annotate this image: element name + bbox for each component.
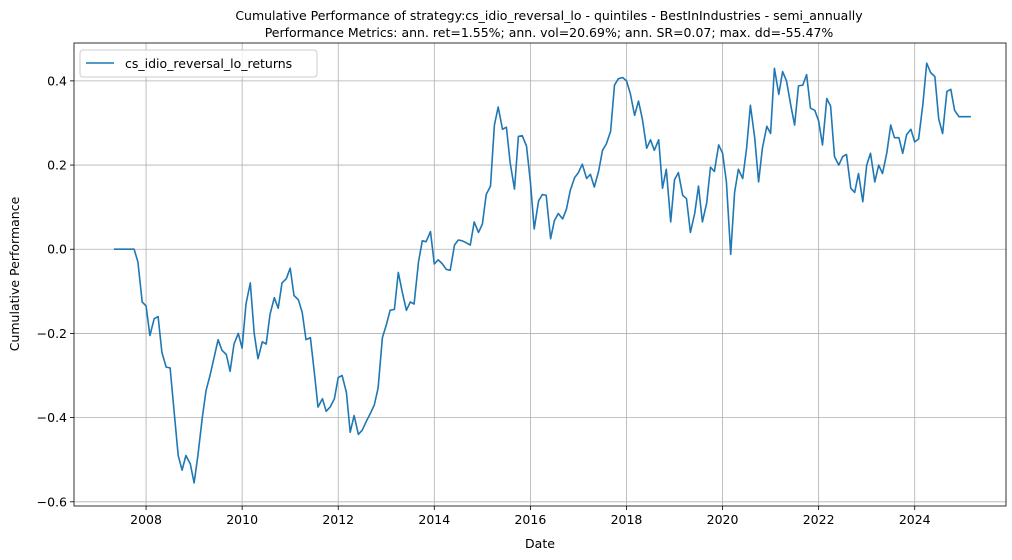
y-axis-ticks: −0.6 −0.4 −0.2 0.0 0.2 0.4 [37,73,74,509]
x-tick-label: 2008 [130,512,162,527]
chart-title-line-2: Performance Metrics: ann. ret=1.55%; ann… [265,25,834,40]
y-tick-label: −0.4 [37,410,67,425]
legend-box [79,49,318,78]
x-tick-label: 2022 [803,512,835,527]
legend: cs_idio_reversal_lo_returns [79,49,318,78]
y-tick-label: 0.4 [47,73,67,88]
y-tick-label: 0.0 [47,242,67,257]
x-tick-label: 2016 [514,512,546,527]
x-tick-label: 2018 [611,512,643,527]
x-tick-label: 2014 [418,512,450,527]
x-tick-label: 2020 [707,512,739,527]
x-tick-label: 2010 [226,512,258,527]
grid [74,43,1006,506]
y-tick-label: −0.2 [37,326,67,341]
x-axis-ticks: 2008 2010 2012 2014 2016 2018 2020 2022 2024 [130,506,931,527]
x-tick-label: 2012 [322,512,354,527]
x-axis-label: Date [525,536,555,551]
chart-title-line-1: Cumulative Performance of strategy:cs_id… [235,8,863,23]
x-tick-label: 2024 [899,512,931,527]
y-tick-label: 0.2 [47,158,67,173]
series-layer [113,62,971,484]
y-axis-label: Cumulative Performance [7,196,22,351]
legend-label: cs_idio_reversal_lo_returns [125,56,292,71]
series-line [113,62,971,484]
y-tick-label: −0.6 [37,494,67,509]
plot-frame [73,42,1007,507]
